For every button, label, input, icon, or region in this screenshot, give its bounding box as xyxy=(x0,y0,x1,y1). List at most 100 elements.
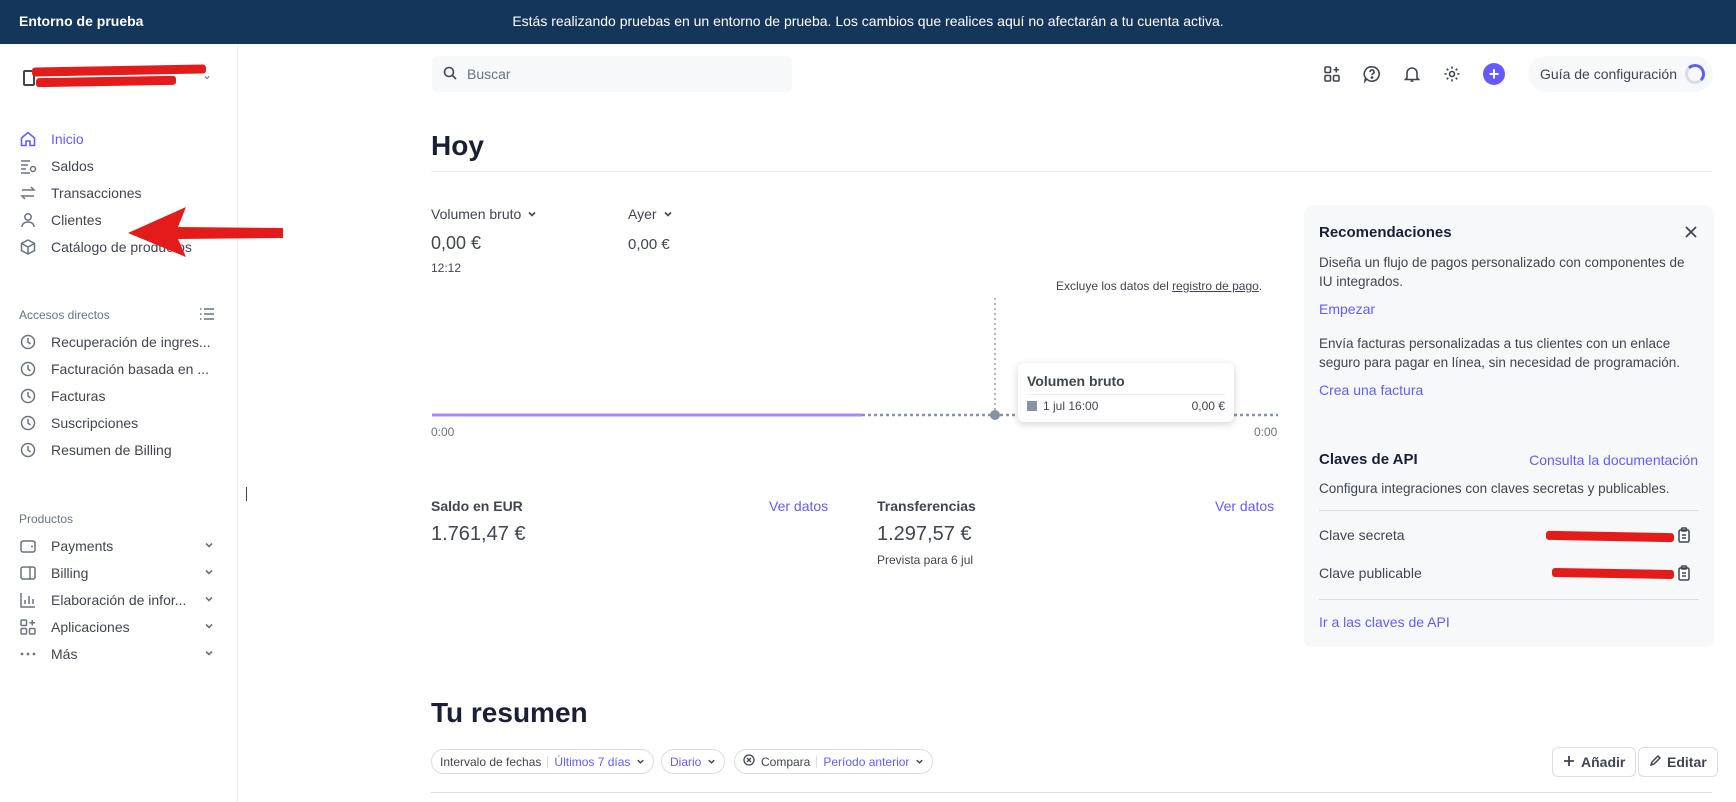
balance-label: Saldo en EUR xyxy=(431,498,523,514)
transfers-view-data-link[interactable]: Ver datos xyxy=(1215,498,1275,514)
compare-value: Período anterior xyxy=(823,754,910,769)
recommendation-text: Envía facturas personalizadas a tus clie… xyxy=(1319,336,1680,370)
sidebar-item-transacciones[interactable]: Transacciones xyxy=(18,180,218,206)
sidebar-item-aplicaciones[interactable]: Aplicaciones xyxy=(18,614,218,640)
documentation-link[interactable]: Consulta la documentación xyxy=(1529,452,1698,468)
sidebar-item-payments[interactable]: Payments xyxy=(18,533,218,559)
sidebar-item-billing[interactable]: Billing xyxy=(18,560,218,586)
bell-icon[interactable] xyxy=(1400,62,1424,86)
products-section-label: Productos xyxy=(19,512,74,526)
remove-circle-icon[interactable] xyxy=(743,754,755,769)
add-button[interactable]: Añadir xyxy=(1552,747,1637,777)
balance-value: 1.761,47 € xyxy=(431,523,526,545)
highlight-point xyxy=(990,410,1000,420)
gross-volume-chart[interactable] xyxy=(430,290,1280,440)
redaction-mark xyxy=(1545,530,1675,543)
plus-icon xyxy=(1563,754,1575,770)
sidebar-item-mas[interactable]: Más xyxy=(18,641,218,667)
api-keys-link[interactable]: Ir a las claves de API xyxy=(1319,614,1450,630)
bar-chart-icon xyxy=(18,590,38,610)
apps-icon xyxy=(18,617,38,637)
test-mode-label: Entorno de prueba xyxy=(19,13,144,29)
chevron-down-icon xyxy=(636,755,645,769)
chart-note: Excluye los datos del registro de pago. xyxy=(1056,279,1262,293)
text-caret xyxy=(246,487,247,501)
metric-time: 12:12 xyxy=(431,261,462,275)
chevron-down-icon xyxy=(204,564,214,580)
account-switcher[interactable]: ⌄ xyxy=(18,62,218,92)
shortcut-label: Suscripciones xyxy=(51,415,139,431)
help-icon[interactable] xyxy=(1360,62,1384,86)
x-tick-start: 0:00 xyxy=(431,425,455,439)
test-mode-message: Estás realizando pruebas en un entorno d… xyxy=(512,13,1224,29)
edit-button[interactable]: Editar xyxy=(1638,747,1718,777)
shortcut-item[interactable]: Resumen de Billing xyxy=(18,437,218,463)
edit-button-label: Editar xyxy=(1667,754,1707,770)
start-link[interactable]: Empezar xyxy=(1319,301,1376,317)
comparison-selector[interactable]: Ayer xyxy=(628,206,673,222)
apps-add-icon[interactable] xyxy=(1320,62,1344,86)
list-icon[interactable] xyxy=(200,307,214,323)
page-title: Hoy xyxy=(431,130,484,161)
sidebar-item-label: Billing xyxy=(51,565,89,581)
shortcut-item[interactable]: Facturas xyxy=(18,383,218,409)
chevron-down-icon xyxy=(663,206,673,222)
divider xyxy=(547,755,549,768)
home-icon xyxy=(18,129,38,149)
clipboard-icon[interactable] xyxy=(1677,565,1691,584)
granularity-filter[interactable]: Diario xyxy=(661,749,726,774)
transfer-arrows-icon xyxy=(18,183,38,203)
annotation-arrow-icon xyxy=(128,207,283,257)
comparison-label: Ayer xyxy=(628,206,657,222)
shortcut-label: Facturación basada en ... xyxy=(51,361,209,377)
create-invoice-link[interactable]: Crea una factura xyxy=(1319,382,1424,398)
clock-icon xyxy=(18,440,38,460)
metric-selector[interactable]: Volumen bruto xyxy=(431,206,537,222)
divider xyxy=(1319,510,1699,511)
search-input[interactable]: Buscar xyxy=(432,56,792,92)
divider xyxy=(1319,599,1699,600)
divider xyxy=(1027,394,1225,395)
api-keys-text: Configura integraciones con claves secre… xyxy=(1319,481,1670,496)
granularity-value: Diario xyxy=(670,754,702,769)
shortcuts-section-label: Accesos directos xyxy=(19,308,110,322)
redaction-mark xyxy=(1551,567,1675,580)
close-icon[interactable] xyxy=(1684,223,1698,244)
date-range-filter[interactable]: Intervalo de fechas Últimos 7 días xyxy=(431,749,655,774)
sidebar-item-label: Transacciones xyxy=(51,185,142,201)
sidebar-item-inicio[interactable]: Inicio xyxy=(18,126,218,152)
panel-title: Recomendaciones xyxy=(1319,224,1452,241)
box-icon xyxy=(18,237,38,257)
shortcut-item[interactable]: Facturación basada en ... xyxy=(18,356,218,382)
chevron-down-icon xyxy=(915,755,924,769)
sidebar-item-label: Clientes xyxy=(51,212,102,228)
setup-guide-button[interactable]: Guía de configuración xyxy=(1528,56,1713,92)
chevron-down-icon xyxy=(204,537,214,553)
metric-value: 0,00 € xyxy=(431,233,482,253)
sidebar-item-clientes[interactable]: Clientes xyxy=(18,207,218,233)
transfers-value: 1.297,57 € xyxy=(877,523,972,545)
shortcut-label: Recuperación de ingres... xyxy=(51,334,211,350)
compare-filter[interactable]: Compara Período anterior xyxy=(734,749,934,774)
sidebar-item-reporting[interactable]: Elaboración de infor... xyxy=(18,587,218,613)
account-logo-icon xyxy=(23,70,35,86)
chevron-down-icon xyxy=(204,591,214,607)
tooltip-value: 0,00 € xyxy=(1191,399,1225,413)
clipboard-icon[interactable] xyxy=(1677,527,1691,546)
person-icon xyxy=(18,210,38,230)
shortcut-item[interactable]: Suscripciones xyxy=(18,410,218,436)
balance-view-data-link[interactable]: Ver datos xyxy=(769,498,829,514)
sidebar-item-saldos[interactable]: Saldos xyxy=(18,153,218,179)
create-plus-button[interactable]: + xyxy=(1483,63,1505,85)
summary-title: Tu resumen xyxy=(431,697,588,728)
balances-icon xyxy=(18,156,38,176)
payment-log-link[interactable]: registro de pago xyxy=(1172,279,1259,293)
sidebar-item-label: Aplicaciones xyxy=(51,619,130,635)
shortcut-item[interactable]: Recuperación de ingres... xyxy=(18,329,218,355)
date-range-value: Últimos 7 días xyxy=(554,754,631,769)
billing-icon xyxy=(18,563,38,583)
gear-icon[interactable] xyxy=(1440,62,1464,86)
divider xyxy=(431,171,1712,172)
pencil-icon xyxy=(1649,754,1662,770)
shortcut-label: Facturas xyxy=(51,388,106,404)
